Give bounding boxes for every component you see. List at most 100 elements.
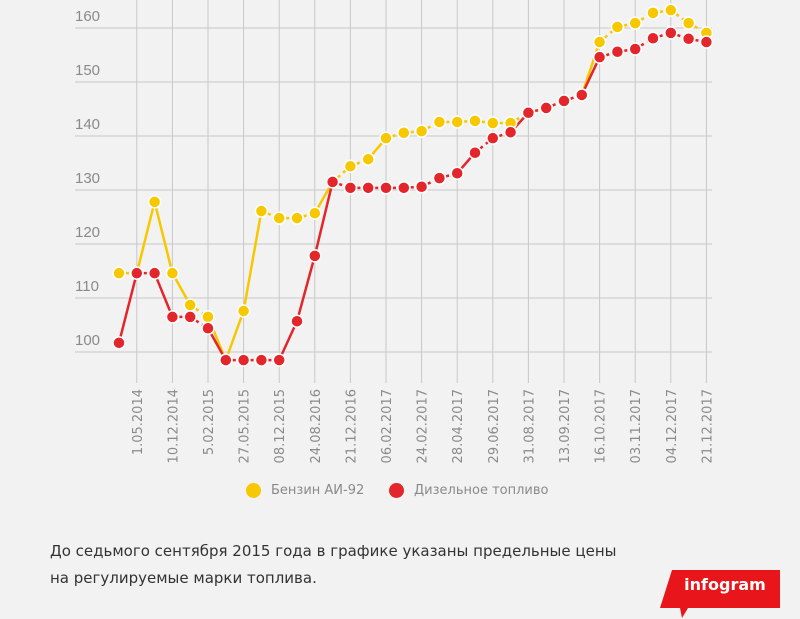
series-segment-diesel bbox=[117, 272, 139, 344]
data-point-diesel bbox=[486, 131, 500, 145]
x-tick-label: 5.02.2015 bbox=[202, 389, 217, 455]
data-point-diesel bbox=[397, 181, 411, 195]
x-tick-label: 04.12.2017 bbox=[665, 389, 680, 463]
data-point-gasoline bbox=[450, 115, 464, 129]
data-point-gasoline bbox=[610, 20, 625, 34]
x-tick-label: 29.06.2017 bbox=[487, 389, 502, 463]
legend-label-diesel: Дизельное топливо bbox=[414, 483, 549, 498]
footnote: До седьмого сентября 2015 года в графике… bbox=[50, 538, 616, 592]
data-point-diesel bbox=[628, 42, 642, 56]
data-point-gasoline bbox=[664, 3, 678, 17]
data-point-diesel bbox=[147, 266, 162, 280]
data-point-gasoline bbox=[308, 206, 322, 220]
x-tick-label: 31.08.2017 bbox=[522, 389, 537, 463]
data-point-diesel bbox=[361, 181, 375, 195]
data-point-diesel bbox=[557, 94, 571, 108]
data-point-diesel bbox=[290, 314, 304, 328]
data-point-gasoline bbox=[112, 266, 126, 280]
data-point-diesel bbox=[201, 321, 215, 335]
data-point-gasoline bbox=[681, 16, 696, 30]
data-point-gasoline bbox=[468, 114, 482, 128]
legend-item-gasoline[interactable]: Бензин АИ-92 bbox=[246, 483, 364, 498]
data-point-diesel bbox=[521, 106, 536, 120]
series-segment-diesel bbox=[580, 56, 601, 96]
data-point-gasoline bbox=[183, 298, 197, 312]
data-point-gasoline bbox=[165, 266, 180, 280]
data-point-diesel bbox=[610, 45, 625, 59]
y-tick-label: 120 bbox=[75, 224, 100, 241]
data-point-diesel bbox=[414, 180, 429, 194]
data-point-gasoline bbox=[646, 6, 660, 20]
data-point-diesel bbox=[450, 166, 464, 181]
data-point-gasoline bbox=[272, 211, 286, 225]
data-point-diesel bbox=[699, 35, 714, 49]
infogram-logo[interactable] bbox=[660, 570, 780, 618]
legend-label-gasoline: Бензин АИ-92 bbox=[271, 483, 365, 498]
infogram-logo-text[interactable]: infogram bbox=[684, 575, 766, 594]
data-point-gasoline bbox=[343, 159, 358, 173]
data-point-diesel bbox=[112, 336, 126, 350]
data-point-gasoline bbox=[628, 16, 642, 30]
series-segment-diesel bbox=[153, 272, 174, 318]
series-segment-gasoline bbox=[242, 210, 263, 312]
data-point-gasoline bbox=[592, 35, 607, 49]
data-point-gasoline bbox=[254, 204, 269, 218]
series-segment-diesel bbox=[278, 320, 299, 361]
data-point-diesel bbox=[681, 32, 696, 46]
x-tick-label: 08.12.2015 bbox=[273, 389, 288, 463]
x-tick-label: 06.02.2017 bbox=[380, 389, 395, 463]
data-point-diesel bbox=[308, 249, 322, 263]
data-point-gasoline bbox=[201, 310, 215, 324]
y-tick-label: 130 bbox=[75, 170, 100, 187]
data-point-diesel bbox=[219, 353, 233, 367]
data-point-diesel bbox=[503, 125, 518, 139]
data-point-gasoline bbox=[414, 124, 429, 138]
x-tick-label: 27.05.2015 bbox=[238, 389, 253, 463]
data-point-gasoline bbox=[397, 126, 411, 140]
x-tick-label: 10.12.2014 bbox=[166, 389, 181, 463]
data-point-diesel bbox=[592, 50, 607, 64]
data-point-gasoline bbox=[290, 211, 304, 225]
legend-marker-gasoline bbox=[246, 483, 261, 498]
x-tick-label: 24.02.2017 bbox=[416, 389, 431, 463]
series-segment-gasoline bbox=[135, 201, 156, 274]
data-point-diesel bbox=[236, 353, 251, 367]
data-point-diesel bbox=[130, 266, 144, 280]
data-point-diesel bbox=[575, 88, 589, 102]
x-tick-label: 21.12.2017 bbox=[700, 389, 715, 463]
footnote-line-2: на регулируемые марки топлива. bbox=[50, 569, 317, 587]
footnote-line-1: До седьмого сентября 2015 года в графике… bbox=[50, 542, 617, 560]
data-point-diesel bbox=[325, 175, 340, 189]
data-point-diesel bbox=[432, 171, 447, 185]
legend-item-diesel[interactable]: Дизельное топливо bbox=[389, 483, 548, 498]
data-point-diesel bbox=[539, 101, 553, 115]
data-point-diesel bbox=[379, 181, 393, 195]
series-segment-gasoline bbox=[224, 310, 245, 361]
data-point-gasoline bbox=[432, 115, 447, 129]
series-segment-gasoline bbox=[153, 201, 174, 274]
series-segment-diesel bbox=[313, 181, 334, 257]
x-tick-label: 13.09.2017 bbox=[558, 389, 573, 463]
data-point-gasoline bbox=[486, 116, 500, 130]
x-tick-label: 16.10.2017 bbox=[594, 389, 609, 463]
data-point-diesel bbox=[165, 310, 180, 324]
data-point-gasoline bbox=[236, 304, 251, 318]
y-tick-label: 110 bbox=[75, 278, 99, 295]
data-point-diesel bbox=[468, 145, 482, 160]
y-tick-label: 160 bbox=[75, 8, 100, 25]
line-chart: 100 110 120 130 140 150 160 1.05.2014 10.12.2014… bbox=[75, 0, 715, 463]
data-point-diesel bbox=[183, 310, 197, 324]
x-tick-label: 1.05.2014 bbox=[131, 389, 146, 455]
data-point-gasoline bbox=[379, 131, 393, 145]
data-point-diesel bbox=[272, 353, 286, 367]
data-point-gasoline bbox=[361, 152, 375, 166]
y-tick-label: 140 bbox=[75, 116, 100, 133]
data-point-diesel bbox=[254, 353, 269, 367]
y-tick-label: 150 bbox=[75, 62, 100, 79]
x-tick-label: 28.04.2017 bbox=[451, 389, 466, 463]
legend: Бензин АИ-92 Дизельное топливо bbox=[0, 483, 800, 505]
legend-marker-diesel bbox=[389, 483, 404, 498]
data-point-gasoline bbox=[147, 195, 162, 209]
data-point-diesel bbox=[646, 31, 660, 46]
x-tick-label: 21.12.2016 bbox=[344, 389, 359, 463]
